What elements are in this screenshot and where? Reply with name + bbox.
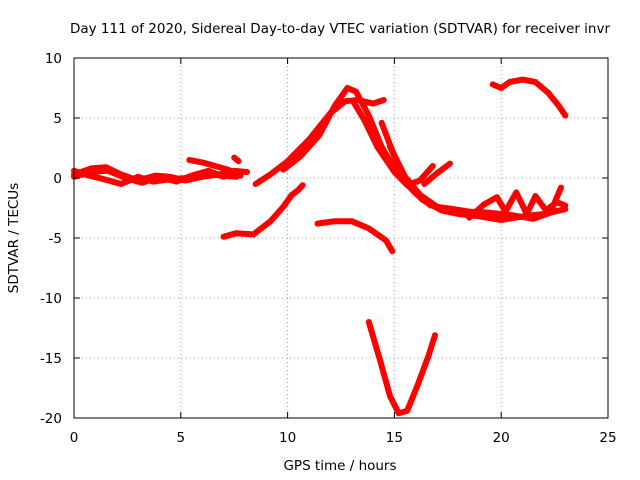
series-track-n [314,218,396,255]
x-tick-label: 0 [70,430,79,446]
y-axis-label: SDTVAR / TECUs [6,183,22,293]
series-track-o [365,319,438,417]
series-track-m [220,182,306,240]
x-axis-label: GPS time / hours [283,458,396,474]
y-tick-label: 5 [53,111,62,127]
x-tick-label: 20 [493,430,510,446]
x-tick-label: 5 [177,430,186,446]
series-track-l [466,189,569,221]
y-tick-label: 0 [53,171,62,187]
y-tick-label: -5 [49,231,62,247]
x-tick-label: 10 [279,430,296,446]
series-track-d [186,157,244,179]
y-tick-label: -20 [40,411,62,427]
series-track-k [421,160,453,187]
x-tick-label: 15 [386,430,403,446]
series-layer [71,76,569,417]
series-track-p [489,76,569,119]
x-tick-label: 25 [599,430,616,446]
y-tick-label: -15 [40,351,62,367]
y-tick-label: -10 [40,291,62,307]
series-track-h [350,99,436,189]
series-track-i [378,119,569,223]
series-track-c [71,167,227,186]
series-track-e [231,154,242,165]
chart-title: Day 111 of 2020, Sidereal Day-to-day VTE… [70,21,610,37]
grid-layer [74,58,608,418]
y-tick-label: 10 [45,51,62,67]
series-track-j [387,143,564,222]
tick-layer: 0 5 10 15 20 25 -20 -15 -10 -5 0 5 10 [40,51,617,446]
